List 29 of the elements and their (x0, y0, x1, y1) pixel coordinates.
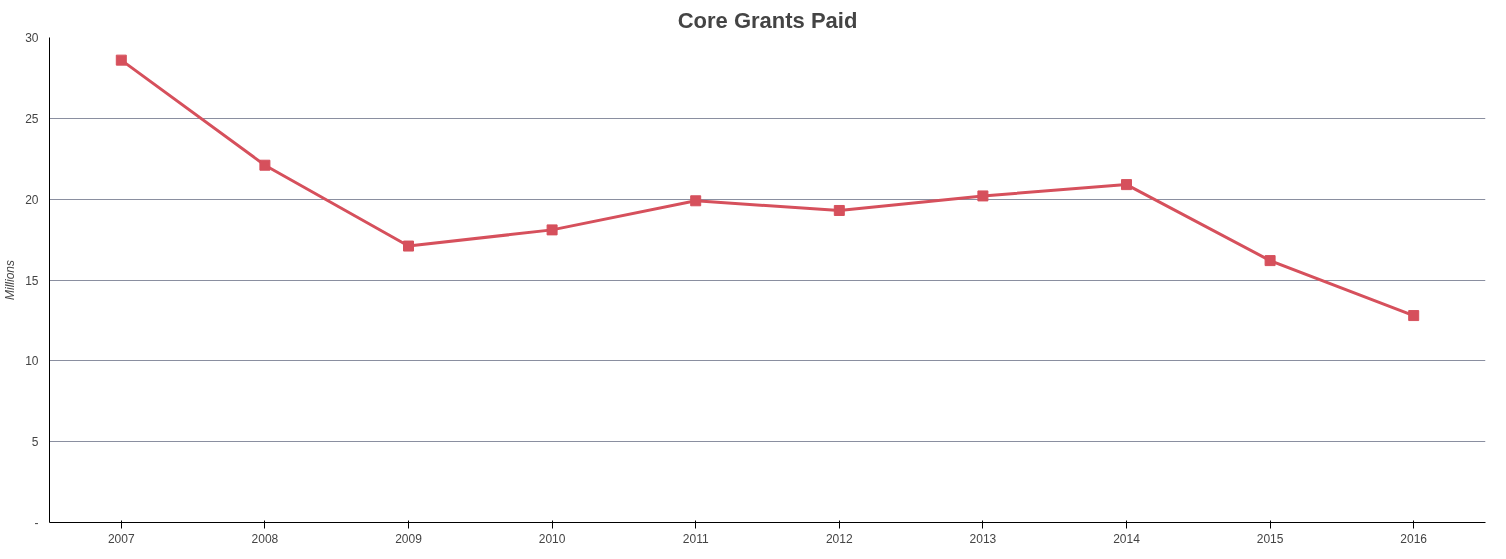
y-tick-label: - (34, 516, 39, 530)
y-tick-label: 10 (25, 354, 39, 369)
point (1121, 179, 1132, 191)
y-axis-title: Millions (3, 259, 18, 300)
point (546, 224, 558, 236)
y-tick-label: 25 (25, 111, 39, 126)
y-tick-label: 30 (25, 31, 39, 45)
x-tick-label: 2014 (1113, 531, 1141, 546)
x-tick-label: 2011 (682, 531, 709, 546)
x-tick-label: 2012 (825, 531, 853, 546)
x-tick-label: 2009 (395, 531, 423, 546)
point (403, 240, 414, 252)
x-tick-label: 2008 (251, 531, 279, 546)
y-tick-label: 15 (25, 273, 39, 288)
chart-title: Core Grants Paid (677, 7, 858, 33)
point (1264, 255, 1276, 267)
x-tick-label: 2013 (969, 531, 997, 546)
point (1408, 310, 1420, 322)
point (833, 204, 845, 216)
y-tick-label: 5 (31, 435, 39, 450)
x-tick-label: 2007 (107, 531, 135, 546)
y-tick-label: 20 (25, 192, 39, 207)
point (977, 190, 989, 202)
x-tick-label: 2010 (538, 531, 566, 546)
point (259, 159, 271, 171)
point (690, 195, 702, 207)
x-tick-label: 2016 (1400, 531, 1428, 546)
x-tick-label: 2015 (1256, 531, 1284, 546)
point (115, 54, 127, 66)
